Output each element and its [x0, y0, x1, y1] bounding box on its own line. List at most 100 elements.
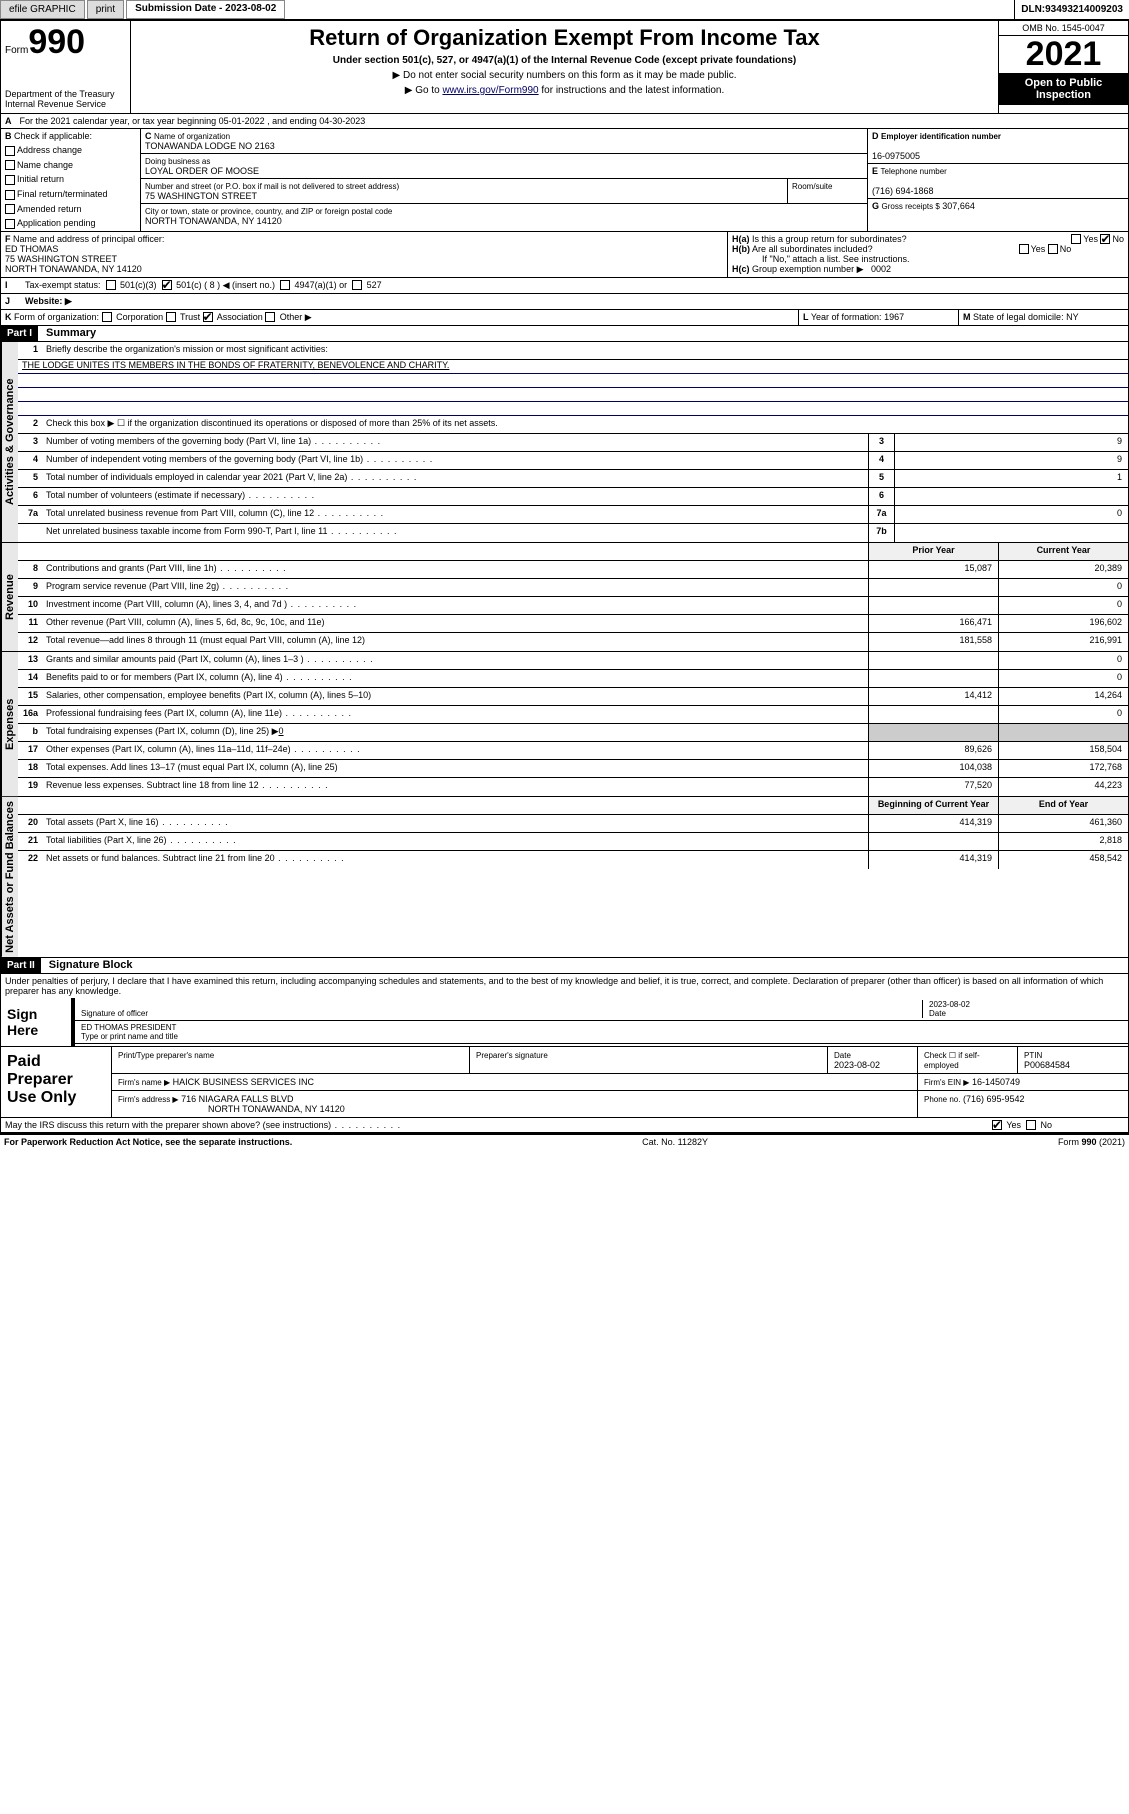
city-label: City or town, state or province, country…	[145, 207, 392, 216]
l16b-pre: Total fundraising expenses (Part IX, col…	[46, 726, 279, 736]
officer-city: NORTH TONAWANDA, NY 14120	[5, 264, 142, 274]
l21: Total liabilities (Part X, line 26)	[42, 833, 868, 850]
opt-initial-return: Initial return	[17, 174, 64, 184]
prep-date: 2023-08-02	[834, 1060, 880, 1070]
l7b-text: Net unrelated business taxable income fr…	[42, 524, 868, 542]
hdr-curr: Current Year	[998, 543, 1128, 560]
line-j: J Website: ▶	[0, 294, 1129, 310]
form-number: 990	[28, 23, 85, 61]
part1-title: Summary	[38, 327, 96, 339]
l15: Salaries, other compensation, employee b…	[42, 688, 868, 705]
sig-officer-label: Signature of officer	[81, 1009, 148, 1018]
sig-date-label: Date	[929, 1009, 946, 1018]
c17: 158,504	[998, 742, 1128, 759]
check-name-change[interactable]	[5, 160, 15, 170]
officer-street: 75 WASHINGTON STREET	[5, 254, 117, 264]
opt-amended: Amended return	[17, 204, 82, 214]
hb-yes[interactable]	[1019, 244, 1029, 254]
section-exp: Expenses	[1, 652, 18, 796]
org-name: TONAWANDA LODGE NO 2163	[145, 141, 275, 151]
check-trust[interactable]	[166, 312, 176, 322]
prep-h1: Print/Type preparer's name	[118, 1051, 214, 1060]
l2-text: Check this box ▶ ☐ if the organization d…	[42, 416, 1128, 433]
f-label: Name and address of principal officer:	[13, 234, 164, 244]
dept-treasury: Department of the Treasury	[5, 89, 126, 99]
ha-yes[interactable]	[1071, 234, 1081, 244]
expenses-section: Expenses 13Grants and similar amounts pa…	[0, 652, 1129, 797]
check-app-pending[interactable]	[5, 219, 15, 229]
hb-no[interactable]	[1048, 244, 1058, 254]
ein-label: Employer identification number	[881, 132, 1001, 141]
print-button[interactable]: print	[87, 0, 124, 19]
ein-value: 16-0975005	[872, 151, 920, 161]
irs-link[interactable]: www.irs.gov/Form990	[442, 85, 538, 96]
top-toolbar: efile GRAPHIC print Submission Date - 20…	[0, 0, 1129, 20]
c20: 461,360	[998, 815, 1128, 832]
check-initial-return[interactable]	[5, 175, 15, 185]
l14: Benefits paid to or for members (Part IX…	[42, 670, 868, 687]
part1-header: Part I Summary	[0, 326, 1129, 342]
line-klm: K Form of organization: Corporation Trus…	[0, 310, 1129, 326]
form-word: Form	[5, 45, 28, 56]
v7b	[894, 524, 1128, 542]
p8: 15,087	[868, 561, 998, 578]
ha-no[interactable]	[1100, 234, 1110, 244]
signature-block: Under penalties of perjury, I declare th…	[0, 974, 1129, 1047]
submission-date-value: 2023-08-02	[225, 3, 276, 14]
footer-mid: Cat. No. 11282Y	[642, 1137, 708, 1147]
c8: 20,389	[998, 561, 1128, 578]
p17: 89,626	[868, 742, 998, 759]
l13: Grants and similar amounts paid (Part IX…	[42, 652, 868, 669]
check-final-return[interactable]	[5, 190, 15, 200]
check-4947[interactable]	[280, 280, 290, 290]
check-501c3[interactable]	[106, 280, 116, 290]
check-amended[interactable]	[5, 204, 15, 214]
k-other: Other ▶	[280, 312, 312, 322]
check-other[interactable]	[265, 312, 275, 322]
officer-group-block: F Name and address of principal officer:…	[0, 232, 1129, 278]
firm-phone: (716) 695-9542	[963, 1094, 1025, 1104]
hdr-prior: Prior Year	[868, 543, 998, 560]
l1-text: Briefly describe the organization's miss…	[42, 342, 1128, 359]
c13: 0	[998, 652, 1128, 669]
opt-app-pending: Application pending	[17, 218, 96, 228]
gross-label: Gross receipts $	[882, 202, 940, 211]
discuss-yes[interactable]	[992, 1120, 1002, 1130]
check-501c[interactable]	[162, 280, 172, 290]
discuss-no[interactable]	[1026, 1120, 1036, 1130]
phone-value: (716) 694-1868	[872, 186, 934, 196]
ssn-warning: ▶ Do not enter social security numbers o…	[139, 70, 990, 81]
c-name-label: Name of organization	[154, 132, 230, 141]
p13	[868, 652, 998, 669]
l7a-text: Total unrelated business revenue from Pa…	[42, 506, 868, 523]
l10: Investment income (Part VIII, column (A)…	[42, 597, 868, 614]
c11: 196,602	[998, 615, 1128, 632]
dba-label: Doing business as	[145, 157, 210, 166]
form-subtitle: Under section 501(c), 527, or 4947(a)(1)…	[139, 55, 990, 66]
open-to-public: Open to Public Inspection	[999, 73, 1128, 105]
submission-date: Submission Date - 2023-08-02	[126, 0, 285, 19]
check-address-change[interactable]	[5, 146, 15, 156]
section-gov: Activities & Governance	[1, 342, 18, 542]
line-i: I Tax-exempt status: 501(c)(3) 501(c) ( …	[0, 278, 1129, 294]
efile-button[interactable]: efile GRAPHIC	[0, 0, 85, 19]
page-footer: For Paperwork Reduction Act Notice, see …	[0, 1133, 1129, 1149]
v6	[894, 488, 1128, 505]
inst-pre: ▶ Go to	[405, 85, 443, 96]
hdr-end: End of Year	[998, 797, 1128, 814]
i-label: Tax-exempt status:	[25, 280, 101, 290]
inst-post: for instructions and the latest informat…	[539, 85, 725, 96]
prep-h4: Check ☐ if self-employed	[924, 1051, 980, 1070]
hdr-beg: Beginning of Current Year	[868, 797, 998, 814]
part2-title: Signature Block	[41, 959, 133, 971]
check-corp[interactable]	[102, 312, 112, 322]
c19: 44,223	[998, 778, 1128, 796]
check-assoc[interactable]	[203, 312, 213, 322]
hc-value: 0002	[871, 264, 891, 274]
l5-text: Total number of individuals employed in …	[42, 470, 868, 487]
check-527[interactable]	[352, 280, 362, 290]
prep-h3: Date	[834, 1051, 851, 1060]
l11: Other revenue (Part VIII, column (A), li…	[42, 615, 868, 632]
p21	[868, 833, 998, 850]
prep-h2: Preparer's signature	[476, 1051, 548, 1060]
